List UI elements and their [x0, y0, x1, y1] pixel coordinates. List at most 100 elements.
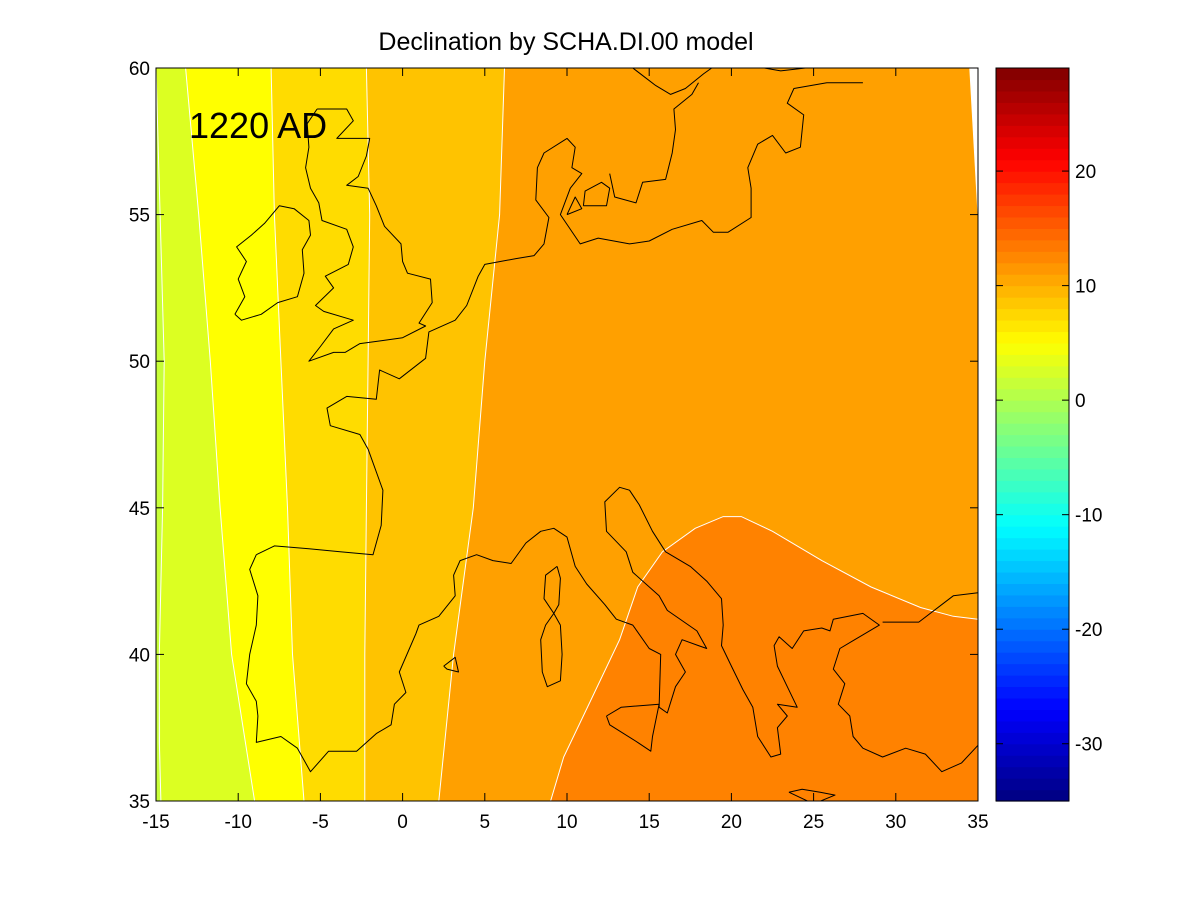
- colorbar-step: [996, 457, 1069, 470]
- colorbar-step: [996, 675, 1069, 688]
- colorbar-step: [996, 216, 1069, 229]
- colorbar-step: [996, 789, 1069, 802]
- contour-line-8: [969, 68, 978, 801]
- colorbar-step: [996, 125, 1069, 138]
- coastline-6: [543, 566, 561, 614]
- coastline-8: [788, 788, 836, 801]
- colorbar-step: [996, 709, 1069, 722]
- x-tick-label: 10: [556, 812, 577, 833]
- colorbar-step: [996, 388, 1069, 401]
- colorbar-step: [996, 90, 1069, 103]
- coastline-13: [764, 68, 806, 72]
- colorbar-step: [996, 136, 1069, 149]
- colorbar-step: [996, 606, 1069, 619]
- coastline-12: [632, 68, 712, 95]
- year-annotation: 1220 AD: [189, 105, 327, 146]
- colorbar-step: [996, 79, 1069, 92]
- x-tick-label: 5: [480, 812, 491, 833]
- colorbar-step: [996, 743, 1069, 756]
- y-tick-label: 50: [129, 352, 150, 373]
- colorbar-step: [996, 732, 1069, 745]
- colorbar-step: [996, 400, 1069, 413]
- colorbar-step: [996, 640, 1069, 653]
- contour-line-4: [270, 68, 305, 801]
- colorbar-step: [996, 766, 1069, 779]
- x-tick-label: 25: [803, 812, 824, 833]
- coastline-4: [882, 592, 978, 623]
- x-tick-label: -5: [312, 812, 329, 833]
- colorbar-step: [996, 297, 1069, 310]
- colorbar-step: [996, 537, 1069, 550]
- colorbar-step: [996, 583, 1069, 596]
- coastline-5: [540, 612, 563, 688]
- colorbar-frame: [995, 67, 1070, 802]
- colorbar-step: [996, 377, 1069, 390]
- colorbar-step: [996, 308, 1069, 321]
- colorbar-step: [996, 205, 1069, 218]
- colorbar-step: [996, 445, 1069, 458]
- colorbar-step: [996, 354, 1069, 367]
- chart-title: Declination by SCHA.DI.00 model: [378, 28, 753, 56]
- colorbar-step: [996, 113, 1069, 126]
- colorbar: -30 -20 -10 0 10 20: [995, 67, 1102, 802]
- y-tick-label: 45: [129, 499, 150, 520]
- colorbar-step: [996, 331, 1069, 344]
- colorbar-step: [996, 423, 1069, 436]
- y-tick-label: 60: [129, 59, 150, 80]
- colorbar-step: [996, 514, 1069, 527]
- coastline-9: [566, 196, 583, 216]
- colorbar-step: [996, 193, 1069, 207]
- colorbar-step: [996, 663, 1069, 676]
- plot-area: [156, 68, 978, 801]
- y-axis: 35 40 45 50 55 60: [129, 59, 978, 813]
- colorbar-step: [996, 342, 1069, 355]
- colorbar-tick-label: 20: [1075, 162, 1096, 183]
- contour-line-1: [156, 68, 165, 801]
- colorbar-step: [996, 285, 1069, 298]
- declination-bands: [156, 68, 978, 801]
- colorbar-step: [996, 274, 1069, 287]
- colorbar-ticks: -30 -20 -10 0 10 20: [996, 162, 1102, 756]
- colorbar-step: [996, 571, 1069, 584]
- colorbar-step: [996, 629, 1069, 642]
- colorbar-step: [996, 434, 1069, 447]
- colorbar-tick-label: 0: [1075, 391, 1086, 412]
- colorbar-step: [996, 411, 1069, 424]
- colorbar-step: [996, 755, 1069, 768]
- colorbar-step: [996, 68, 1069, 81]
- colorbar-step: [996, 526, 1069, 539]
- colorbar-step: [996, 159, 1069, 172]
- colorbar-steps: [996, 68, 1069, 802]
- x-tick-label: 15: [639, 812, 660, 833]
- colorbar-step: [996, 262, 1069, 275]
- contour-line-2: [185, 68, 256, 801]
- colorbar-tick-label: -20: [1075, 620, 1102, 641]
- contour-line-10: [550, 516, 978, 801]
- coastline-3: [245, 486, 978, 773]
- colorbar-step: [996, 594, 1069, 607]
- colorbar-step: [996, 778, 1069, 791]
- colorbar-step: [996, 148, 1069, 161]
- coastline-1: [305, 108, 433, 362]
- coastline-10: [582, 181, 611, 207]
- colorbar-step: [996, 365, 1069, 378]
- x-tick-label: -15: [142, 812, 169, 833]
- colorbar-step: [996, 239, 1069, 252]
- colorbar-step: [996, 560, 1069, 573]
- coastlines: [234, 68, 978, 801]
- colorbar-step: [996, 720, 1069, 733]
- contour-line-6: [438, 68, 505, 801]
- x-tick-label: 30: [885, 812, 906, 833]
- y-tick-label: 35: [129, 792, 150, 813]
- colorbar-step: [996, 549, 1069, 562]
- colorbar-step: [996, 251, 1069, 264]
- colorbar-step: [996, 468, 1069, 481]
- colorbar-tick-label: -30: [1075, 735, 1102, 756]
- x-tick-label: -10: [224, 812, 251, 833]
- colorbar-step: [996, 319, 1069, 333]
- y-tick-label: 55: [129, 206, 150, 227]
- y-tick-label: 40: [129, 645, 150, 666]
- coastline-0: [234, 205, 311, 321]
- colorbar-step: [996, 228, 1069, 241]
